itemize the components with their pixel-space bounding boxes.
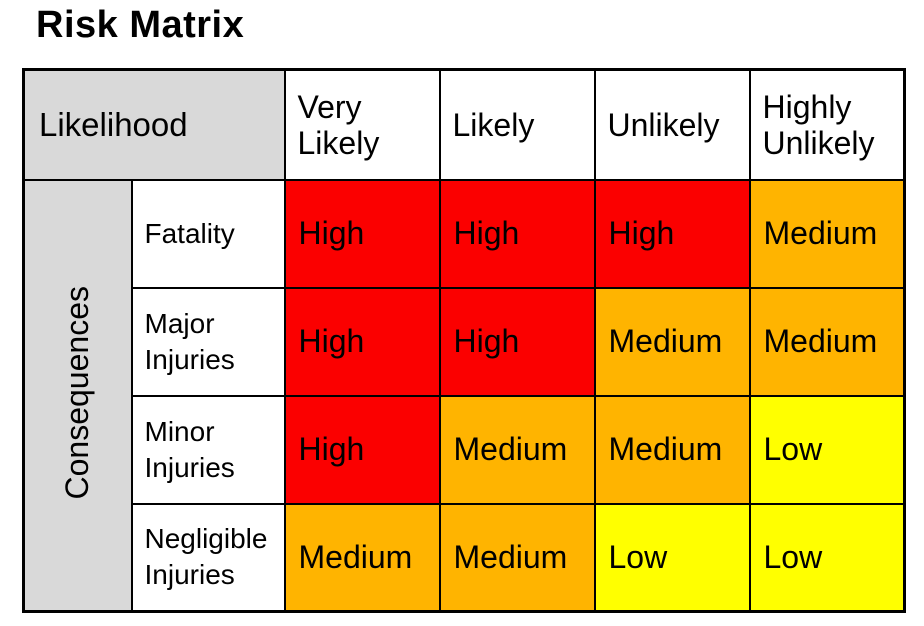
row-label-negligible-injuries: Negligible Injuries — [130, 502, 286, 613]
risk-cell-negligible-unlikely: Low — [593, 502, 751, 613]
row-label-major-injuries: Major Injuries — [130, 286, 286, 397]
consequences-header-cell: Consequences — [22, 178, 133, 613]
likelihood-header-cell: Likelihood — [22, 68, 286, 181]
row-label-fatality: Fatality — [130, 178, 286, 289]
risk-cell-negligible-very-likely: Medium — [283, 502, 441, 613]
risk-cell-major-likely: High — [438, 286, 596, 397]
risk-cell-fatality-unlikely: High — [593, 178, 751, 289]
risk-cell-negligible-likely: Medium — [438, 502, 596, 613]
row-label-minor-injuries: Minor Injuries — [130, 394, 286, 505]
column-header-very-likely: Very Likely — [283, 68, 441, 181]
risk-cell-major-highly-unlikely: Medium — [748, 286, 906, 397]
row-minor-injuries: Minor Injuries High Medium Medium Low — [24, 394, 906, 505]
row-fatality: Consequences Fatality High High High Med… — [22, 178, 906, 613]
risk-cell-minor-highly-unlikely: Low — [748, 394, 906, 505]
risk-matrix-table: Likelihood Very Likely Likely Unlikely H… — [22, 68, 906, 613]
row-major-injuries: Major Injuries High High Medium Medium — [24, 286, 906, 397]
header-row: Likelihood Very Likely Likely Unlikely H… — [22, 68, 906, 181]
risk-cell-fatality-highly-unlikely: Medium — [748, 178, 906, 289]
page-title: Risk Matrix — [36, 4, 245, 46]
column-header-highly-unlikely: Highly Unlikely — [748, 68, 906, 181]
risk-cell-major-very-likely: High — [283, 286, 441, 397]
row-negligible-injuries: Negligible Injuries Medium Medium Low Lo… — [24, 502, 906, 613]
risk-cell-minor-likely: Medium — [438, 394, 596, 505]
consequences-label: Consequences — [59, 286, 96, 500]
column-header-likely: Likely — [438, 68, 596, 181]
risk-cell-fatality-likely: High — [438, 178, 596, 289]
risk-cell-major-unlikely: Medium — [593, 286, 751, 397]
risk-cell-fatality-very-likely: High — [283, 178, 441, 289]
column-header-unlikely: Unlikely — [593, 68, 751, 181]
risk-cell-negligible-highly-unlikely: Low — [748, 502, 906, 613]
risk-cell-minor-unlikely: Medium — [593, 394, 751, 505]
risk-cell-minor-very-likely: High — [283, 394, 441, 505]
